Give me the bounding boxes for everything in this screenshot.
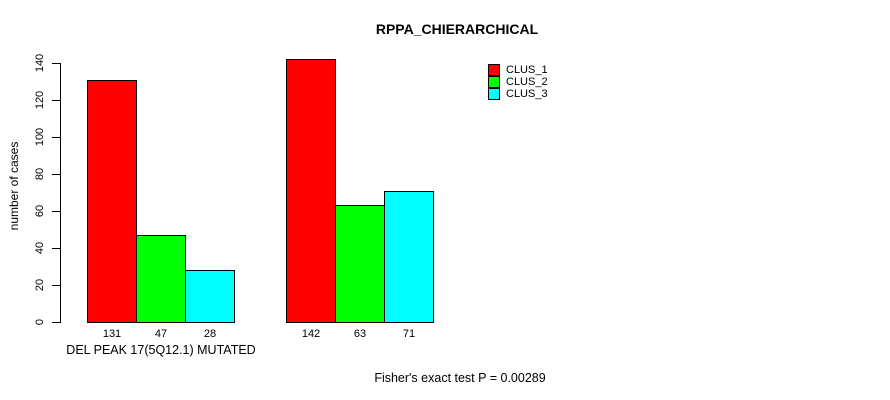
legend-swatch-clus-3 (488, 88, 500, 100)
bar-value-label: 142 (301, 328, 321, 340)
bar-clus_1-group-1 (87, 80, 137, 323)
bar-value-label: 28 (203, 328, 217, 340)
y-tick-label: 40 (34, 241, 46, 255)
legend-item-clus-1: CLUS_1 (488, 64, 548, 76)
y-axis-tick (52, 321, 60, 323)
y-axis-tick (52, 62, 60, 64)
legend-label-clus-3: CLUS_3 (506, 88, 548, 100)
legend-swatch-clus-1 (488, 64, 500, 76)
y-tick-label: 20 (34, 278, 46, 292)
y-axis-tick (52, 247, 60, 249)
y-axis-tick (52, 284, 60, 286)
y-axis-tick (52, 136, 60, 138)
bar-value-label: 63 (353, 328, 367, 340)
y-axis-tick (52, 210, 60, 212)
bar-value-label: 131 (102, 328, 122, 340)
y-tick-label: 140 (34, 53, 46, 73)
bar-clus_1-group-2 (286, 59, 336, 323)
legend-label-clus-2: CLUS_2 (506, 76, 548, 88)
bar-clus_2-group-1 (136, 235, 186, 323)
y-axis-tick (52, 99, 60, 101)
bar-value-label: 47 (154, 328, 168, 340)
legend-swatch-clus-2 (488, 76, 500, 88)
legend-label-clus-1: CLUS_1 (506, 64, 548, 76)
legend-item-clus-3: CLUS_3 (488, 88, 548, 100)
y-axis-line (60, 63, 61, 323)
y-axis-tick (52, 173, 60, 175)
y-tick-label: 60 (34, 204, 46, 218)
y-tick-label: 100 (34, 127, 46, 147)
y-tick-label: 80 (34, 167, 46, 181)
chart-title: RPPA_CHIERARCHICAL (375, 21, 539, 37)
bar-clus_3-group-1 (185, 270, 235, 323)
bar-clus_3-group-2 (384, 191, 434, 323)
bar-clus_2-group-2 (335, 205, 385, 323)
bar-value-label: 71 (402, 328, 416, 340)
fisher-test-caption: Fisher's exact test P = 0.00289 (374, 371, 546, 385)
y-tick-label: 120 (34, 90, 46, 110)
legend: CLUS_1 CLUS_2 CLUS_3 (488, 64, 548, 100)
y-tick-label: 0 (34, 318, 46, 326)
legend-item-clus-2: CLUS_2 (488, 76, 548, 88)
x-axis-group-label: DEL PEAK 17(5Q12.1) MUTATED (66, 343, 256, 357)
